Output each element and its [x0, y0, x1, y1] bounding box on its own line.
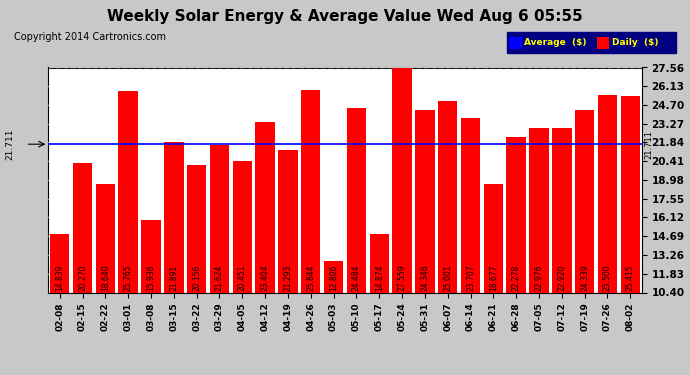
- Bar: [393, 68, 412, 375]
- Text: 22.920: 22.920: [558, 264, 566, 291]
- Bar: [324, 261, 344, 375]
- Bar: [50, 234, 70, 375]
- Bar: [598, 94, 617, 375]
- Text: 20.451: 20.451: [238, 264, 247, 291]
- Text: 24.339: 24.339: [580, 264, 589, 291]
- Bar: [552, 128, 571, 375]
- Bar: [73, 163, 92, 375]
- Text: 20.270: 20.270: [78, 264, 87, 291]
- Bar: [484, 184, 503, 375]
- Bar: [461, 118, 480, 375]
- Text: Daily  ($): Daily ($): [612, 38, 658, 47]
- Text: 23.404: 23.404: [261, 264, 270, 291]
- Text: 22.976: 22.976: [535, 264, 544, 291]
- Text: 25.844: 25.844: [306, 264, 315, 291]
- Text: 25.765: 25.765: [124, 264, 132, 291]
- Bar: [346, 108, 366, 375]
- Text: 22.278: 22.278: [512, 264, 521, 291]
- Text: Weekly Solar Energy & Average Value Wed Aug 6 05:55: Weekly Solar Energy & Average Value Wed …: [107, 9, 583, 24]
- Bar: [210, 146, 229, 375]
- Text: 23.707: 23.707: [466, 264, 475, 291]
- Text: 25.415: 25.415: [626, 264, 635, 291]
- Text: 14.839: 14.839: [55, 264, 64, 291]
- Text: 25.001: 25.001: [443, 264, 452, 291]
- Bar: [301, 90, 320, 375]
- Bar: [370, 234, 389, 375]
- Bar: [415, 110, 435, 375]
- Text: 15.936: 15.936: [146, 264, 155, 291]
- Text: 21.891: 21.891: [169, 264, 178, 291]
- Text: 12.806: 12.806: [329, 264, 338, 291]
- Bar: [96, 184, 115, 375]
- Bar: [438, 101, 457, 375]
- Bar: [233, 161, 252, 375]
- Text: Copyright 2014 Cartronics.com: Copyright 2014 Cartronics.com: [14, 32, 166, 42]
- Text: 27.559: 27.559: [397, 264, 406, 291]
- Text: 24.346: 24.346: [420, 264, 429, 291]
- Text: Average  ($): Average ($): [524, 38, 586, 47]
- Bar: [506, 137, 526, 375]
- Bar: [187, 165, 206, 375]
- Bar: [141, 220, 161, 375]
- Text: 18.640: 18.640: [101, 264, 110, 291]
- Bar: [278, 150, 297, 375]
- Text: 21.293: 21.293: [284, 264, 293, 291]
- Bar: [529, 128, 549, 375]
- Text: 25.500: 25.500: [603, 264, 612, 291]
- Bar: [255, 122, 275, 375]
- Text: 21.711: 21.711: [5, 129, 14, 160]
- Bar: [164, 142, 184, 375]
- Bar: [119, 91, 138, 375]
- Text: 18.677: 18.677: [489, 264, 498, 291]
- Text: 21.624: 21.624: [215, 264, 224, 291]
- Text: 24.484: 24.484: [352, 264, 361, 291]
- Text: 14.874: 14.874: [375, 264, 384, 291]
- Bar: [620, 96, 640, 375]
- Text: 20.156: 20.156: [192, 264, 201, 291]
- Text: 21.711: 21.711: [644, 130, 653, 159]
- Bar: [575, 110, 594, 375]
